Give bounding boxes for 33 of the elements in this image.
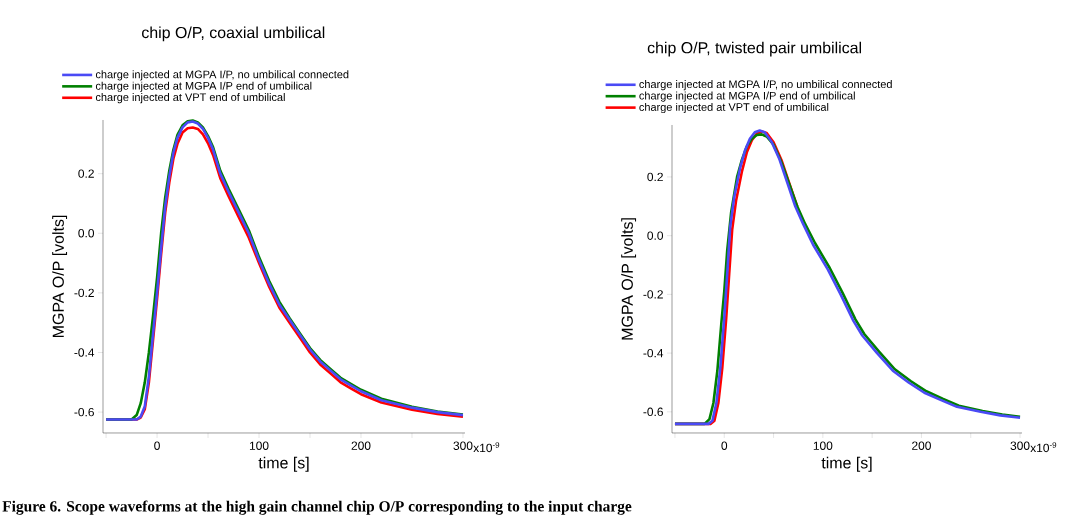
y-axis-title: MGPA O/P [volts] bbox=[52, 215, 68, 338]
legend-label: charge injected at MGPA I/P end of umbilical bbox=[639, 91, 855, 102]
x-axis-title: time [s] bbox=[821, 456, 872, 472]
legend-label: charge injected at MGPA I/P end of umbilical bbox=[95, 81, 312, 92]
x-tick-label: 100 bbox=[813, 441, 833, 450]
y-tick-label: -0.6 bbox=[74, 407, 94, 417]
x-tick-label: 200 bbox=[351, 441, 371, 450]
text: Figure 6. Scope waveforms at the high gain channel chip O/P corresponding to the input charge bbox=[2, 500, 632, 515]
x-axis-title: time [s] bbox=[258, 456, 309, 472]
y-tick-label: 0.2 bbox=[78, 169, 94, 178]
legend-label: charge injected at MGPA I/P, no umbilical connected bbox=[95, 70, 349, 81]
y-axis-title: MGPA O/P [volts] bbox=[621, 218, 637, 340]
legend-label: charge injected at MGPA I/P, no umbilical connected bbox=[639, 80, 892, 91]
x-tick-label: 300 bbox=[453, 441, 473, 450]
x-tick-label: 200 bbox=[912, 441, 931, 450]
chart-title: chip O/P, coaxial umbilical bbox=[142, 26, 325, 42]
text: x10$^{-9}$ bbox=[473, 442, 500, 453]
y-tick-label: 0.0 bbox=[647, 231, 664, 240]
y-tick-label: 0.2 bbox=[647, 172, 663, 182]
y-tick-label: -0.4 bbox=[643, 348, 664, 358]
x-tick-label: 0 bbox=[154, 441, 160, 450]
y-tick-label: -0.6 bbox=[643, 407, 663, 417]
y-tick-label: -0.4 bbox=[74, 348, 95, 357]
x-tick-label: 300 bbox=[1010, 441, 1030, 450]
x-tick-label: 0 bbox=[721, 441, 728, 450]
y-tick-label: -0.2 bbox=[74, 288, 94, 298]
text: x10$^{-9}$ bbox=[1030, 442, 1057, 453]
y-tick-label: -0.2 bbox=[643, 290, 663, 299]
x-tick-label: 100 bbox=[249, 441, 269, 450]
chart-title: chip O/P, twisted pair umbilical bbox=[647, 41, 861, 57]
legend-label: charge injected at VPT end of umbilical bbox=[639, 102, 829, 114]
y-tick-label: 0.0 bbox=[78, 229, 95, 238]
legend-label: charge injected at VPT end of umbilical bbox=[95, 93, 285, 104]
